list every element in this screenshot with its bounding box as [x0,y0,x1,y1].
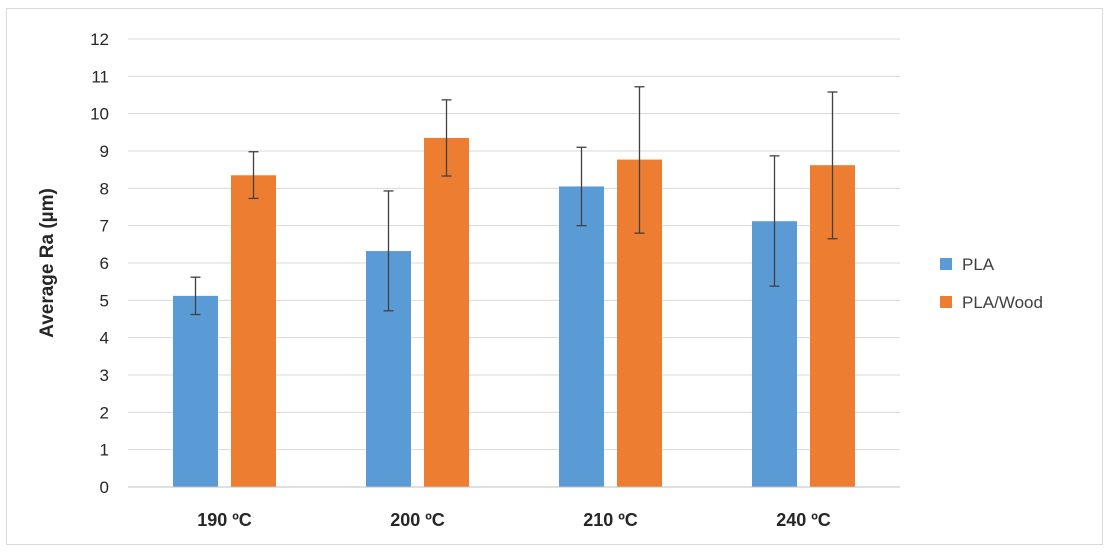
error-bars [190,86,838,316]
y-tick-label: 10 [90,105,109,124]
y-tick-label: 1 [100,441,109,460]
y-tick-label: 3 [100,366,109,385]
x-tick-label: 240 ºC [776,510,831,530]
y-tick-label: 8 [100,179,109,198]
bar-pla-wood-1 [424,137,469,487]
legend-swatch-pla-wood [940,296,952,308]
bars [173,137,855,488]
legend-label-pla: PLA [962,255,995,274]
y-axis-label: Average Ra (µm) [37,188,58,338]
bar-pla-0 [173,295,218,487]
y-tick-label: 7 [100,217,109,236]
y-tick-label: 11 [91,67,109,86]
bar-pla-2 [559,186,604,487]
x-tick-label: 190 ºC [197,510,252,530]
y-tick-label: 0 [100,478,109,497]
x-axis-ticks: 190 ºC 200 ºC 210 ºC 240 ºC [197,510,831,530]
y-tick-label: 5 [100,291,109,310]
y-tick-label: 6 [100,254,109,273]
y-tick-label: 9 [100,142,109,161]
bar-pla-wood-0 [231,175,276,487]
legend: PLA PLA/Wood [940,255,1043,312]
y-tick-label: 12 [90,30,109,49]
y-tick-label: 4 [100,329,109,348]
legend-swatch-pla [940,258,952,270]
legend-label-pla-wood: PLA/Wood [962,293,1043,312]
x-tick-label: 200 ºC [390,510,445,530]
x-tick-label: 210 ºC [583,510,638,530]
y-tick-label: 2 [100,403,109,422]
